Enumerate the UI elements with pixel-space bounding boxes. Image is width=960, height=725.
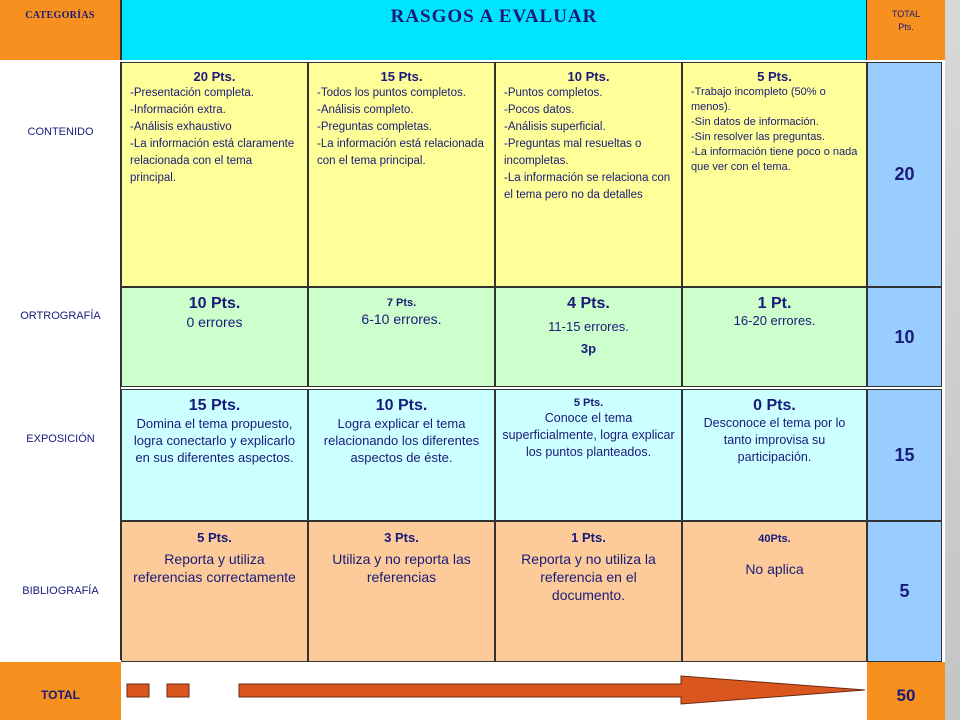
criterion-desc: Utiliza y no reporta las referencias — [332, 551, 471, 585]
extra-note: 3p — [580, 341, 597, 356]
exposicion-cell-4: 0 Pts. Desconoce el tema por lo tanto im… — [682, 389, 867, 521]
criterion-line: -Sin resolver las preguntas. — [691, 131, 825, 143]
criterion-line: -Todos los puntos completos. — [317, 87, 466, 99]
criterion-desc: Reporta y no utiliza la referencia en el… — [521, 551, 656, 603]
points-label: 7 Pts. — [386, 297, 417, 309]
ortografia-cell-4: 1 Pt. 16-20 errores. — [682, 287, 867, 387]
criterion-line: -Análisis exhaustivo — [130, 121, 232, 133]
exposicion-cell-2: 10 Pts. Logra explicar el tema relaciona… — [308, 389, 495, 521]
category-label-ortografia: ORTROGRAFÍA — [20, 310, 101, 322]
categories-label: CATEGORÍAS — [25, 10, 95, 21]
bibliografia-cell-4: 40Pts. No aplica — [682, 521, 867, 662]
criterion-desc: Conoce el tema superficialmente, logra e… — [502, 411, 675, 459]
criterion-desc: 11-15 errores. — [548, 319, 629, 334]
total-points-header: TOTAL Pts. — [867, 0, 945, 60]
criterion-line: -La información se relaciona con el tema… — [504, 172, 671, 201]
criterion-line: -Preguntas mal resueltas o incompletas. — [504, 138, 642, 167]
bibliografia-cell-3: 1 Pts. Reporta y no utiliza la referenci… — [495, 521, 682, 662]
points-label: 10 Pts. — [188, 295, 241, 312]
points-label: 20 Pts. — [193, 69, 236, 84]
criterion-desc: Logra explicar el tema relacionando los … — [323, 416, 480, 465]
points-label: 10 Pts. — [375, 397, 428, 414]
criterion-desc: Desconoce el tema por lo tanto improvisa… — [703, 416, 846, 464]
contenido-cell-1: 20 Pts. -Presentación completa. -Informa… — [121, 62, 308, 287]
contenido-cell-2: 15 Pts. -Todos los puntos completos. -An… — [308, 62, 495, 287]
categories-header: CATEGORÍAS — [0, 0, 121, 60]
category-label-bibliografia: BIBLIOGRAFÍA — [22, 585, 99, 597]
criterion-line: -La información tiene poco o nada que ve… — [691, 146, 858, 173]
total-row-arrow-area — [121, 662, 867, 720]
criterion-line: -Sin datos de información. — [691, 116, 819, 128]
ortografia-cell-3: 4 Pts. 11-15 errores. 3p — [495, 287, 682, 387]
criterion-line: -La información está relacionada con el … — [317, 138, 484, 167]
criterion-desc: No aplica — [745, 561, 804, 577]
contenido-cell-3: 10 Pts. -Puntos completos. -Pocos datos.… — [495, 62, 682, 287]
ortografia-cell-2: 7 Pts. 6-10 errores. — [308, 287, 495, 387]
criterion-desc: Domina el tema propuesto, logra conectar… — [133, 416, 296, 465]
points-label: 3 Pts. — [384, 530, 419, 545]
total-arrow-graphic — [126, 675, 866, 705]
points-label: 15 Pts. — [188, 397, 241, 414]
bibliografia-cell-1: 5 Pts. Reporta y utiliza referencias cor… — [121, 521, 308, 662]
points-label: 10 Pts. — [567, 69, 610, 84]
criterion-line: -Puntos completos. — [504, 87, 603, 99]
total-label: TOTAL — [41, 688, 80, 702]
ortografia-cell-1: 10 Pts. 0 errores — [121, 287, 308, 387]
criterion-line: -Análisis superficial. — [504, 121, 606, 133]
points-label: 15 Pts. — [380, 69, 423, 84]
total-label-line2: Pts. — [898, 22, 914, 32]
points-label: 0 Pts. — [753, 397, 796, 414]
category-label-contenido: CONTENIDO — [27, 126, 94, 138]
exposicion-cell-3: 5 Pts. Conoce el tema superficialmente, … — [495, 389, 682, 521]
score-exposicion: 15 — [867, 389, 942, 521]
category-label-exposicion: EXPOSICIÓN — [26, 433, 95, 445]
total-row-label: TOTAL — [0, 662, 121, 720]
exposicion-cell-1: 15 Pts. Domina el tema propuesto, logra … — [121, 389, 308, 521]
background-edge — [945, 0, 960, 720]
total-label-line1: TOTAL — [891, 9, 921, 19]
contenido-cell-4: 5 Pts. -Trabajo incompleto (50% o menos)… — [682, 62, 867, 287]
points-label: 40Pts. — [758, 533, 791, 545]
category-column: CONTENIDO ORTROGRAFÍA EXPOSICIÓN BIBLIOG… — [0, 62, 121, 660]
points-label: 5 Pts. — [573, 397, 604, 409]
criterion-line: -Preguntas completas. — [317, 121, 433, 133]
criterion-line: -Información extra. — [130, 104, 226, 116]
bibliografia-cell-2: 3 Pts. Utiliza y no reporta las referenc… — [308, 521, 495, 662]
total-value: 50 — [896, 686, 916, 705]
criterion-line: -Análisis completo. — [317, 104, 414, 116]
score-bibliografia: 5 — [867, 521, 942, 662]
points-label: 1 Pts. — [571, 530, 606, 545]
arrow-dash-1 — [126, 683, 150, 698]
criterion-line: -La información está claramente relacion… — [130, 138, 295, 184]
score-ortografia: 10 — [867, 287, 942, 387]
points-label: 1 Pt. — [757, 295, 792, 312]
score-contenido: 20 — [867, 62, 942, 287]
points-label: 5 Pts. — [197, 530, 232, 545]
criterion-line: -Trabajo incompleto (50% o menos). — [691, 86, 826, 113]
criterion-desc: 0 errores — [186, 314, 243, 330]
total-value-cell: 50 — [867, 662, 945, 720]
criterion-desc: 6-10 errores. — [361, 311, 442, 327]
total-arrow — [238, 675, 866, 705]
criterion-line: -Pocos datos. — [504, 104, 575, 116]
arrow-dash-2 — [166, 683, 190, 698]
criterion-line: -Presentación completa. — [130, 87, 255, 99]
criterion-desc: 16-20 errores. — [733, 313, 816, 328]
points-label: 5 Pts. — [757, 69, 792, 84]
criterion-desc: Reporta y utiliza referencias correctame… — [133, 551, 296, 585]
points-label: 4 Pts. — [567, 295, 610, 312]
page-title: RASGOS A EVALUAR — [121, 0, 867, 60]
title-text: RASGOS A EVALUAR — [390, 6, 598, 27]
